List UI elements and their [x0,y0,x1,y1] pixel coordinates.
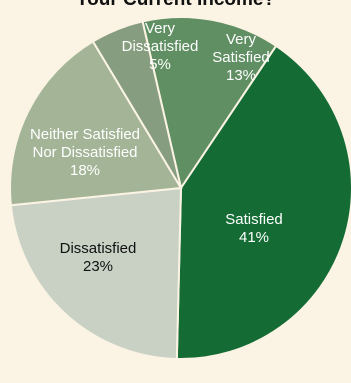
pie-slice-satisfied [175,44,351,360]
slice-label-very-satisfied: Very Satisfied 13% [212,31,270,84]
slice-label-satisfied: Satisfied 41% [225,211,283,246]
slice-label-neither-satisfied-nor-dissatisfied: Neither Satisfied Nor Dissatisfied 18% [30,126,140,179]
pie-slice-very-satisfied [141,16,278,191]
pie-slice-very-dissatisfied [91,20,182,189]
chart-title: Your Current Income? [0,0,351,10]
slice-label-dissatisfied: Dissatisfied 23% [60,240,137,275]
slice-label-very-dissatisfied: Very Dissatisfied 5% [122,20,199,73]
pie-slice-neither-satisfied-nor-dissatisfied [9,40,183,207]
pie-slice-dissatisfied [9,186,183,360]
